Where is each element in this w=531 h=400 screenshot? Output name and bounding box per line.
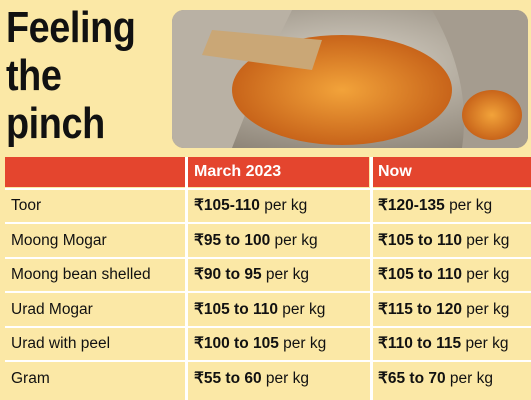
row-name: Gram <box>11 369 50 387</box>
price-cell: ₹115 to 120 per kg <box>372 293 531 327</box>
price: ₹105 to 110 <box>378 231 462 249</box>
price-cell: ₹105-110 per kg <box>188 189 369 223</box>
price-cell: ₹90 to 95 per kg <box>188 258 369 292</box>
price: ₹115 to 120 <box>378 300 462 318</box>
unit: per kg <box>265 369 309 387</box>
row-separator <box>5 187 531 190</box>
title: Feeling the pinch <box>6 4 157 148</box>
header-cell: Now <box>372 157 531 187</box>
price: ₹95 to 100 <box>194 231 271 249</box>
unit: per kg <box>449 369 493 387</box>
price: ₹120-135 <box>378 197 445 214</box>
price-cell: ₹95 to 100 per kg <box>188 224 369 258</box>
price-cell: ₹110 to 115 per kg <box>372 327 531 361</box>
unit: per kg <box>466 300 510 318</box>
price-cell: ₹105 to 110 per kg <box>372 258 531 292</box>
row-separator <box>5 360 531 362</box>
title-line: Feeling <box>6 3 136 52</box>
column-separator <box>370 157 373 400</box>
row-separator <box>5 291 531 293</box>
unit: per kg <box>465 335 509 352</box>
column-separator <box>185 157 188 400</box>
photo <box>172 10 528 148</box>
price-cell: ₹105 to 110 per kg <box>372 224 531 258</box>
title-line: pinch <box>6 99 105 148</box>
price: ₹100 to 105 <box>194 335 279 352</box>
price-cell: ₹120-135 per kg <box>372 189 531 223</box>
row-name: Moong bean shelled <box>11 266 151 283</box>
unit: per kg <box>466 266 510 283</box>
row-separator <box>5 222 531 224</box>
header-cell <box>5 157 187 187</box>
unit: per kg <box>264 197 308 214</box>
price: ₹65 to 70 <box>378 369 446 387</box>
unit: per kg <box>274 231 318 249</box>
unit: per kg <box>449 197 493 214</box>
row-name: Urad with peel <box>11 335 111 352</box>
price-cell: ₹65 to 70 per kg <box>372 362 531 396</box>
price-cell: ₹100 to 105 per kg <box>188 327 369 361</box>
price-cell: ₹55 to 60 per kg <box>188 362 369 396</box>
row-name: Urad Mogar <box>11 300 93 318</box>
price: ₹105 to 110 <box>194 300 278 318</box>
price: ₹105-110 <box>194 197 260 214</box>
price: ₹110 to 115 <box>378 335 462 352</box>
title-line: the <box>6 51 62 100</box>
unit: per kg <box>282 300 326 318</box>
unit: per kg <box>466 231 510 249</box>
row-separator <box>5 256 531 259</box>
row-name: Moong Mogar <box>11 231 107 249</box>
price-cell: ₹105 to 110 per kg <box>188 293 369 327</box>
price: ₹105 to 110 <box>378 266 462 283</box>
unit: per kg <box>265 266 309 283</box>
price: ₹90 to 95 <box>194 266 262 283</box>
row-name: Toor <box>11 197 42 214</box>
price: ₹55 to 60 <box>194 369 262 387</box>
unit: per kg <box>283 335 327 352</box>
header-cell: March 2023 <box>188 157 369 187</box>
row-separator <box>5 325 531 328</box>
